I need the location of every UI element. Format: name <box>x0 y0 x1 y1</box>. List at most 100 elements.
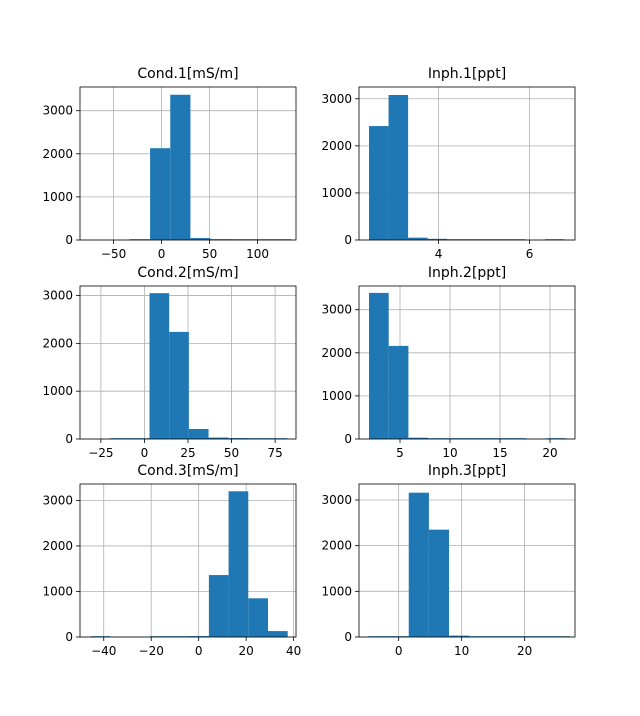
histogram-bar <box>549 636 570 637</box>
y-tick-label: 1000 <box>42 384 73 398</box>
x-tick-label: 20 <box>517 644 532 658</box>
axes-frame <box>358 285 576 440</box>
y-tick-label: 2000 <box>321 539 352 553</box>
x-tick-label: 25 <box>180 446 195 460</box>
y-tick-label: 0 <box>65 630 73 644</box>
subplot-title: Inph.2[ppt] <box>428 265 506 281</box>
subplot-title: Cond.3[mS/m] <box>137 463 238 479</box>
histogram-bar <box>189 636 209 637</box>
x-tick-label: 20 <box>542 446 557 460</box>
x-tick-label: 20 <box>239 644 254 658</box>
histogram-bar <box>149 636 170 637</box>
histogram-bar <box>228 491 249 637</box>
histogram-bar <box>408 492 429 637</box>
histogram-bar <box>529 636 550 637</box>
y-tick-label: 0 <box>344 233 352 247</box>
histogram-bar <box>509 636 530 637</box>
histogram-bar <box>408 237 428 240</box>
y-tick-label: 1000 <box>42 190 73 204</box>
x-tick-label: −40 <box>91 644 116 658</box>
y-tick-label: 0 <box>344 630 352 644</box>
x-tick-label: 0 <box>195 644 203 658</box>
y-tick-label: 1000 <box>42 584 73 598</box>
y-tick-label: 2000 <box>42 336 73 350</box>
histogram-bar <box>90 636 111 637</box>
subplot-title: Inph.3[ppt] <box>428 463 506 479</box>
subplot-3: −25 0 25 50 75 0 1000 2000 3000 Cond.2[mS/m] <box>42 265 297 460</box>
y-tick-label: 3000 <box>42 493 73 507</box>
axes-frame <box>358 86 576 241</box>
histogram-bar <box>208 575 229 637</box>
axes-frame <box>79 86 297 241</box>
x-tick-label: 75 <box>267 446 282 460</box>
histogram-bar <box>267 631 288 637</box>
histogram-bar <box>469 636 490 637</box>
y-tick-label: 0 <box>65 432 73 446</box>
axes-frame <box>358 483 576 638</box>
histogram-bar <box>388 636 409 637</box>
y-tick-label: 2000 <box>42 147 73 161</box>
histogram-bar <box>368 636 389 637</box>
y-tick-label: 3000 <box>42 289 73 303</box>
histogram-bar <box>248 598 268 637</box>
x-tick-label: 0 <box>395 644 403 658</box>
histogram-bar <box>388 95 409 240</box>
y-tick-label: 3000 <box>321 493 352 507</box>
x-tick-label: 4 <box>435 247 443 261</box>
histogram-bar <box>169 331 189 439</box>
y-tick-label: 0 <box>344 432 352 446</box>
x-tick-label: −20 <box>139 644 164 658</box>
histogram-bar <box>489 636 510 637</box>
subplot-6: 0 10 20 0 1000 2000 3000 Inph.3[ppt] <box>321 463 576 658</box>
x-tick-label: 50 <box>224 446 239 460</box>
x-tick-label: −25 <box>88 446 113 460</box>
y-tick-label: 2000 <box>42 539 73 553</box>
x-tick-label: −50 <box>101 247 126 261</box>
subplot-title: Inph.1[ppt] <box>428 66 506 82</box>
histogram-bar <box>428 529 450 637</box>
x-tick-label: 10 <box>454 644 469 658</box>
histogram-bar <box>369 126 389 240</box>
histogram-bar <box>188 428 209 439</box>
histogram-bar <box>427 238 448 240</box>
histogram-bar <box>388 345 409 439</box>
histogram-bar <box>369 292 389 439</box>
subplot-title: Cond.2[mS/m] <box>137 265 238 281</box>
histogram-bar <box>170 94 191 240</box>
x-tick-label: 0 <box>141 446 149 460</box>
x-tick-label: 40 <box>286 644 301 658</box>
y-tick-label: 1000 <box>321 389 352 403</box>
histogram-bar <box>449 635 470 637</box>
subplot-4: 5 10 15 20 0 1000 2000 3000 Inph.2[ppt] <box>321 265 576 460</box>
histogram-bar <box>190 238 211 240</box>
histogram-bar <box>408 437 429 439</box>
axes-frame <box>79 483 297 638</box>
histogram-bar <box>149 293 170 439</box>
x-tick-label: 5 <box>396 446 404 460</box>
x-tick-label: 100 <box>246 247 269 261</box>
y-tick-label: 0 <box>65 233 73 247</box>
histogram-bar <box>210 239 231 240</box>
x-tick-label: 15 <box>492 446 507 460</box>
y-tick-label: 1000 <box>321 584 352 598</box>
subplot-2: 4 6 0 1000 2000 3000 Inph.1[ppt] <box>321 66 576 261</box>
y-tick-label: 2000 <box>321 346 352 360</box>
histogram-bar <box>169 636 190 637</box>
x-tick-label: 10 <box>442 446 457 460</box>
y-tick-label: 2000 <box>321 139 352 153</box>
x-tick-label: 6 <box>526 247 534 261</box>
histogram-bar <box>228 438 248 439</box>
y-tick-label: 3000 <box>42 104 73 118</box>
histogram-bar <box>150 148 171 240</box>
y-tick-label: 3000 <box>321 303 352 317</box>
histogram-bar <box>208 437 229 439</box>
y-tick-label: 1000 <box>321 186 352 200</box>
x-tick-label: 0 <box>158 247 166 261</box>
subplot-5: −40 −20 0 20 40 0 1000 2000 3000 Cond.3[mS/m] <box>42 463 301 658</box>
subplot-title: Cond.1[mS/m] <box>137 66 238 82</box>
x-tick-label: 50 <box>202 247 217 261</box>
y-tick-label: 3000 <box>321 92 352 106</box>
